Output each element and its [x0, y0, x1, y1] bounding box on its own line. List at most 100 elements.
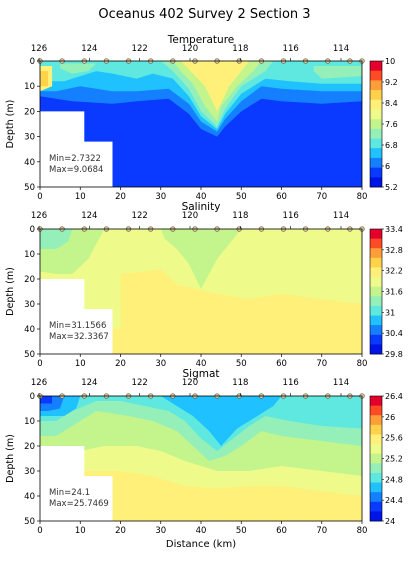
- x-tick-label: 30: [155, 359, 166, 369]
- top-axis-label: 118: [232, 211, 248, 221]
- panel-temperature: Temperature 126 124 122 120 118 116 114 0 10 20 30 4…: [5, 34, 398, 202]
- panel-title: Temperature: [167, 34, 235, 46]
- contour-band: [112, 269, 362, 354]
- contour-field: [40, 396, 362, 521]
- y-axis-label: Depth (m): [5, 100, 16, 149]
- contour-band: [40, 229, 242, 289]
- colorbar-segment: [370, 138, 382, 149]
- y-axis-label: Depth (m): [5, 434, 16, 483]
- top-axis-label: 118: [232, 378, 248, 388]
- top-axis-label: 124: [81, 44, 97, 54]
- contour-band: [40, 229, 73, 249]
- x-tick-label: 0: [37, 359, 42, 369]
- colorbar-label: 8.4: [385, 99, 398, 108]
- x-tick-label: 80: [357, 359, 368, 369]
- y-tick-label: 30: [24, 133, 35, 143]
- colorbar-label: 10: [385, 57, 395, 66]
- x-tick-label: 40: [196, 192, 207, 202]
- y-tick-label: 10: [24, 82, 35, 92]
- y-tick-label: 10: [24, 250, 35, 260]
- top-axis-label: 120: [182, 378, 198, 388]
- y-tick-label: 20: [24, 275, 35, 285]
- x-tick-label: 50: [236, 192, 247, 202]
- y-tick-label: 50: [24, 183, 35, 193]
- x-tick-label: 30: [155, 526, 166, 536]
- y-tick-label: 40: [24, 325, 35, 335]
- colorbar-segment: [370, 344, 382, 355]
- seafloor-mask: [40, 279, 113, 354]
- colorbar-label: 30.4: [385, 329, 403, 338]
- colorbar-segment: [370, 501, 382, 512]
- top-axis-label: 126: [31, 211, 47, 221]
- colorbar-segment: [370, 177, 382, 188]
- top-axis-label: 122: [132, 211, 148, 221]
- max-annotation: Max=25.7469: [49, 499, 109, 509]
- top-axis-label: 124: [81, 378, 97, 388]
- top-axis-label: 126: [31, 44, 47, 54]
- colorbar-segment: [370, 305, 382, 316]
- panel-sigmat: Sigmat 126 124 122 120 118 116 114 0 10 20 30 40 50 De…: [5, 368, 403, 550]
- x-axis-label: Distance (km): [166, 539, 236, 550]
- colorbar-segment: [370, 415, 382, 426]
- colorbar-label: 31.6: [385, 288, 403, 297]
- colorbar-label: 31: [385, 308, 395, 317]
- contour-field: [40, 61, 362, 187]
- colorbar-label: 5.2: [385, 183, 398, 192]
- x-tick-label: 0: [37, 526, 42, 536]
- top-axis-label: 116: [283, 378, 299, 388]
- colorbar-segment: [370, 248, 382, 259]
- colorbar-segment: [370, 296, 382, 307]
- top-axis-label: 122: [132, 378, 148, 388]
- seafloor-mask: [40, 446, 113, 521]
- colorbar-segment: [370, 90, 382, 101]
- x-tick-label: 20: [115, 526, 126, 536]
- x-tick-label: 60: [276, 192, 287, 202]
- colorbar-segment: [370, 167, 382, 178]
- colorbar-segment: [370, 286, 382, 297]
- panel-title: Sigmat: [182, 368, 219, 380]
- y-tick-label: 0: [30, 225, 35, 235]
- colorbar-segment: [370, 109, 382, 120]
- x-tick-label: 20: [115, 359, 126, 369]
- colorbar-segment: [370, 405, 382, 416]
- colorbar-segment: [370, 434, 382, 445]
- x-tick-label: 70: [316, 526, 327, 536]
- top-axis-label: 116: [283, 211, 299, 221]
- colorbar-segment: [370, 277, 382, 288]
- colorbar-label: 9.2: [385, 78, 398, 87]
- x-tick-label: 40: [196, 526, 207, 536]
- colorbar-segment: [370, 424, 382, 435]
- x-tick-label: 50: [236, 359, 247, 369]
- colorbar-segment: [370, 492, 382, 503]
- colorbar-segment: [370, 511, 382, 522]
- y-tick-label: 20: [24, 107, 35, 117]
- colorbar-segment: [370, 396, 382, 407]
- min-annotation: Min=31.1566: [49, 321, 106, 331]
- max-annotation: Max=9.0684: [49, 165, 103, 175]
- top-axis-label: 120: [182, 211, 198, 221]
- colorbar-label: 25.2: [385, 455, 403, 464]
- y-tick-label: 0: [30, 392, 35, 402]
- panel-title: Salinity: [182, 201, 221, 213]
- top-axis-label: 122: [132, 44, 148, 54]
- colorbar-label: 26.4: [385, 392, 403, 401]
- x-tick-label: 80: [357, 526, 368, 536]
- min-annotation: Min=2.7322: [49, 154, 101, 164]
- top-axis-label: 120: [182, 44, 198, 54]
- colorbar-segment: [370, 128, 382, 139]
- seafloor-mask: [40, 111, 113, 187]
- top-axis-label: 118: [232, 44, 248, 54]
- colorbar-label: 6.8: [385, 141, 398, 150]
- colorbar-segment: [370, 315, 382, 326]
- x-tick-label: 10: [75, 359, 86, 369]
- top-axis-label: 126: [31, 378, 47, 388]
- x-tick-label: 0: [37, 192, 42, 202]
- min-annotation: Min=24.1: [49, 488, 90, 498]
- y-tick-label: 20: [24, 442, 35, 452]
- colorbar-label: 32.2: [385, 267, 403, 276]
- x-tick-label: 70: [316, 192, 327, 202]
- contour-band: [40, 396, 282, 446]
- colorbar-segment: [370, 444, 382, 455]
- x-tick-label: 10: [75, 526, 86, 536]
